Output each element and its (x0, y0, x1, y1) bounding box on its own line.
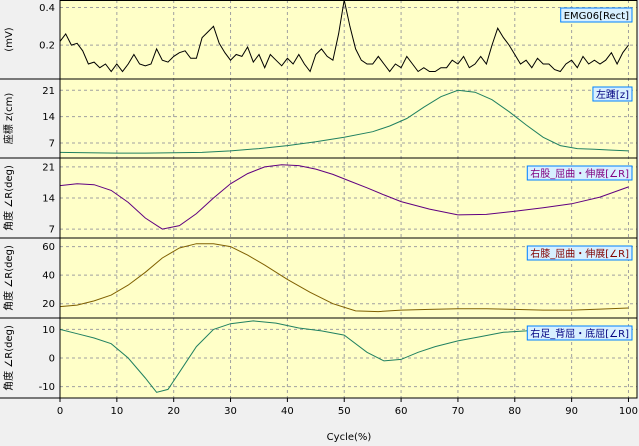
y-tick-label: 0.2 (39, 41, 55, 52)
plot-frame (59, 0, 638, 399)
x-tick-label: 20 (167, 406, 180, 417)
x-tick-label: 0 (57, 406, 63, 417)
legend-label: 右足_背屈・底屈[∠R] (530, 327, 629, 340)
legend-box (526, 165, 633, 181)
y-axis-title: 角度 ∠R(deg) (2, 325, 15, 391)
legend-box (526, 325, 633, 341)
legend-label: EMG06[Rect] (564, 11, 629, 22)
x-tick-label: 90 (565, 406, 578, 417)
series-line (59, 0, 629, 73)
x-axis-title: Cycle(%) (327, 432, 372, 443)
series-line (59, 164, 629, 230)
y-tick-label: 0.4 (39, 3, 55, 14)
legend: 右股_屈曲・伸展[∠R] (526, 165, 633, 181)
y-tick-label: 21 (42, 86, 55, 97)
y-axis-title: (mV) (4, 27, 15, 51)
legend-box (526, 245, 633, 261)
legend-box (560, 7, 633, 23)
x-tick-label: 30 (224, 406, 237, 417)
y-tick-label: 60 (42, 242, 55, 253)
series-line (59, 320, 629, 393)
y-axis-title: 座標 z(cm) (2, 93, 15, 145)
y-tick-label: 10 (42, 325, 55, 336)
legend-label: 右股_屈曲・伸展[∠R] (530, 167, 629, 180)
panel-1: 0.4 0.2 (mV) EMG06[Rect] (0, 0, 637, 80)
y-tick-label: 40 (42, 271, 55, 282)
x-tick-label: 10 (110, 406, 123, 417)
x-tick-label: 100 (619, 406, 638, 417)
x-tick-label: 40 (281, 406, 294, 417)
y-tick-label: -10 (39, 382, 55, 393)
y-tick-label: 21 (42, 162, 55, 173)
x-tick-label: 80 (508, 406, 521, 417)
legend: 右足_背屈・底屈[∠R] (526, 325, 633, 341)
panel-4: 60 40 20 角度 ∠R(deg) 右膝_屈曲・伸展[∠R] (0, 242, 637, 319)
y-tick-label: 20 (42, 299, 55, 310)
legend-label: 右膝_屈曲・伸展[∠R] (530, 247, 629, 260)
legend: EMG06[Rect] (560, 7, 633, 23)
legend: 左踵[z] (592, 86, 633, 102)
panel-2: 21 14 7 座標 z(cm) 左踵[z] (0, 86, 637, 159)
y-tick-label: 14 (42, 194, 55, 205)
x-tick-label: 50 (338, 406, 351, 417)
y-tick-label: 7 (49, 225, 55, 236)
panel-5: 10 0 -10 角度 ∠R(deg) 右足_背屈・底屈[∠R] (0, 320, 637, 399)
y-tick-label: 14 (42, 112, 55, 123)
series-line (59, 89, 629, 154)
y-tick-label: 0 (49, 354, 55, 365)
panel-3: 21 14 7 角度 ∠R(deg) 右股_屈曲・伸展[∠R] (0, 162, 637, 239)
x-tick-label: 60 (395, 406, 408, 417)
y-axis-title: 角度 ∠R(deg) (2, 245, 15, 311)
legend-label: 左踵[z] (596, 88, 629, 101)
legend-box (592, 86, 633, 102)
y-axis-title: 角度 ∠R(deg) (2, 165, 15, 231)
legend: 右膝_屈曲・伸展[∠R] (526, 245, 633, 261)
series-line (59, 243, 629, 313)
y-tick-label: 7 (49, 138, 55, 149)
x-tick-label: 70 (452, 406, 465, 417)
